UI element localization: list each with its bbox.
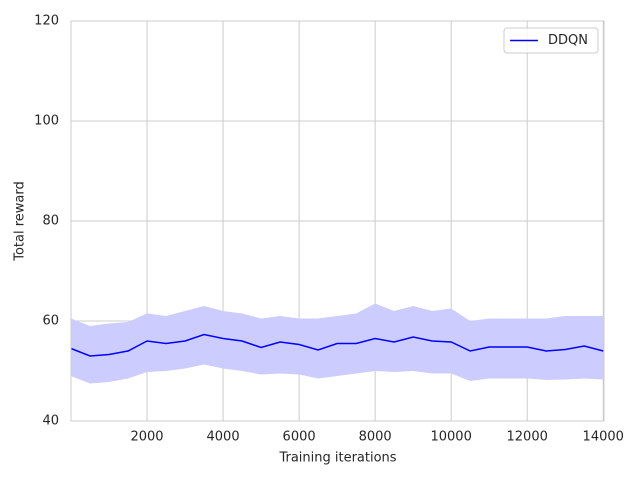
x-tick-label: 6000: [283, 430, 316, 445]
y-tick-label: 40: [42, 414, 59, 429]
legend-box: [503, 27, 599, 54]
x-tick-label: 4000: [207, 430, 240, 445]
x-tick-label: 2000: [130, 430, 163, 445]
x-tick-label: 10000: [430, 430, 471, 445]
x-axis-label: Training iterations: [278, 451, 396, 466]
y-tick-label: 60: [42, 314, 59, 329]
x-tick-label: 8000: [359, 430, 392, 445]
y-axis-label: Total reward: [13, 181, 28, 262]
y-tick-label: 80: [42, 214, 59, 229]
legend-label: DDQN: [548, 33, 588, 48]
plot-frame: [70, 20, 605, 422]
y-tick-label: 120: [34, 14, 59, 29]
x-tick-label: 12000: [507, 430, 548, 445]
y-tick-label: 100: [34, 114, 59, 129]
x-tick-label: 14000: [583, 430, 624, 445]
line: [70, 333, 604, 357]
